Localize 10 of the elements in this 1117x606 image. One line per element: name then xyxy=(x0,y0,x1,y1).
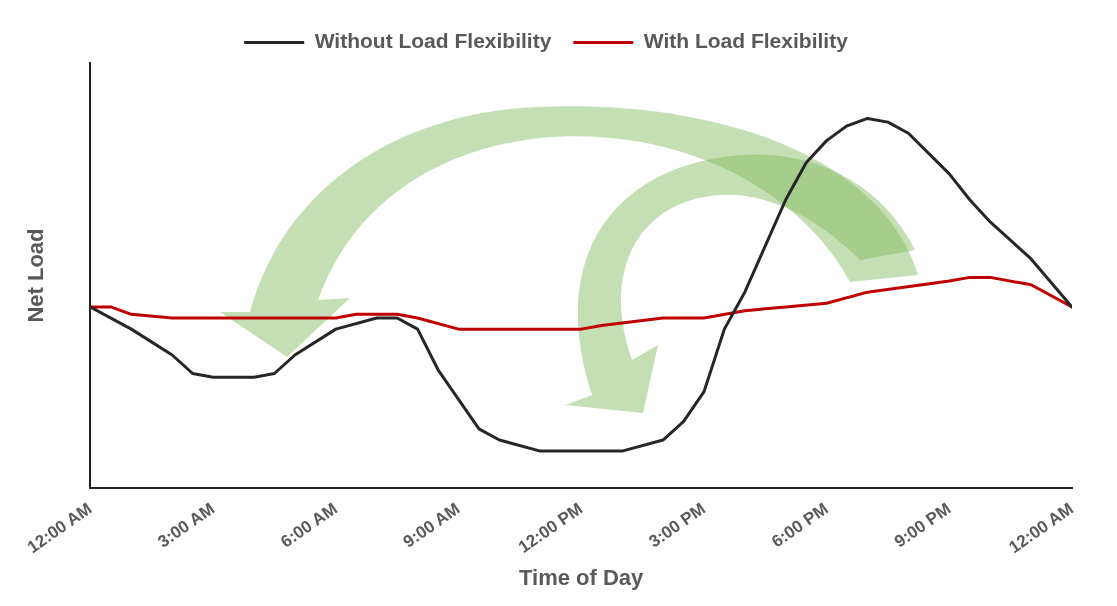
x-tick-label: 3:00 AM xyxy=(154,498,219,552)
x-tick-label: 3:00 PM xyxy=(645,498,709,552)
x-tick-label: 6:00 AM xyxy=(277,498,341,552)
x-tick-label: 9:00 PM xyxy=(890,498,955,552)
legend-label: Without Load Flexibility xyxy=(314,29,552,53)
y-axis-title: Net Load xyxy=(23,228,49,323)
x-tick-label: 6:00 PM xyxy=(768,498,832,552)
legend-label: With Load Flexibility xyxy=(643,29,849,53)
x-tick-label: 9:00 AM xyxy=(399,498,464,552)
x-axis-title: Time of Day xyxy=(519,564,645,590)
